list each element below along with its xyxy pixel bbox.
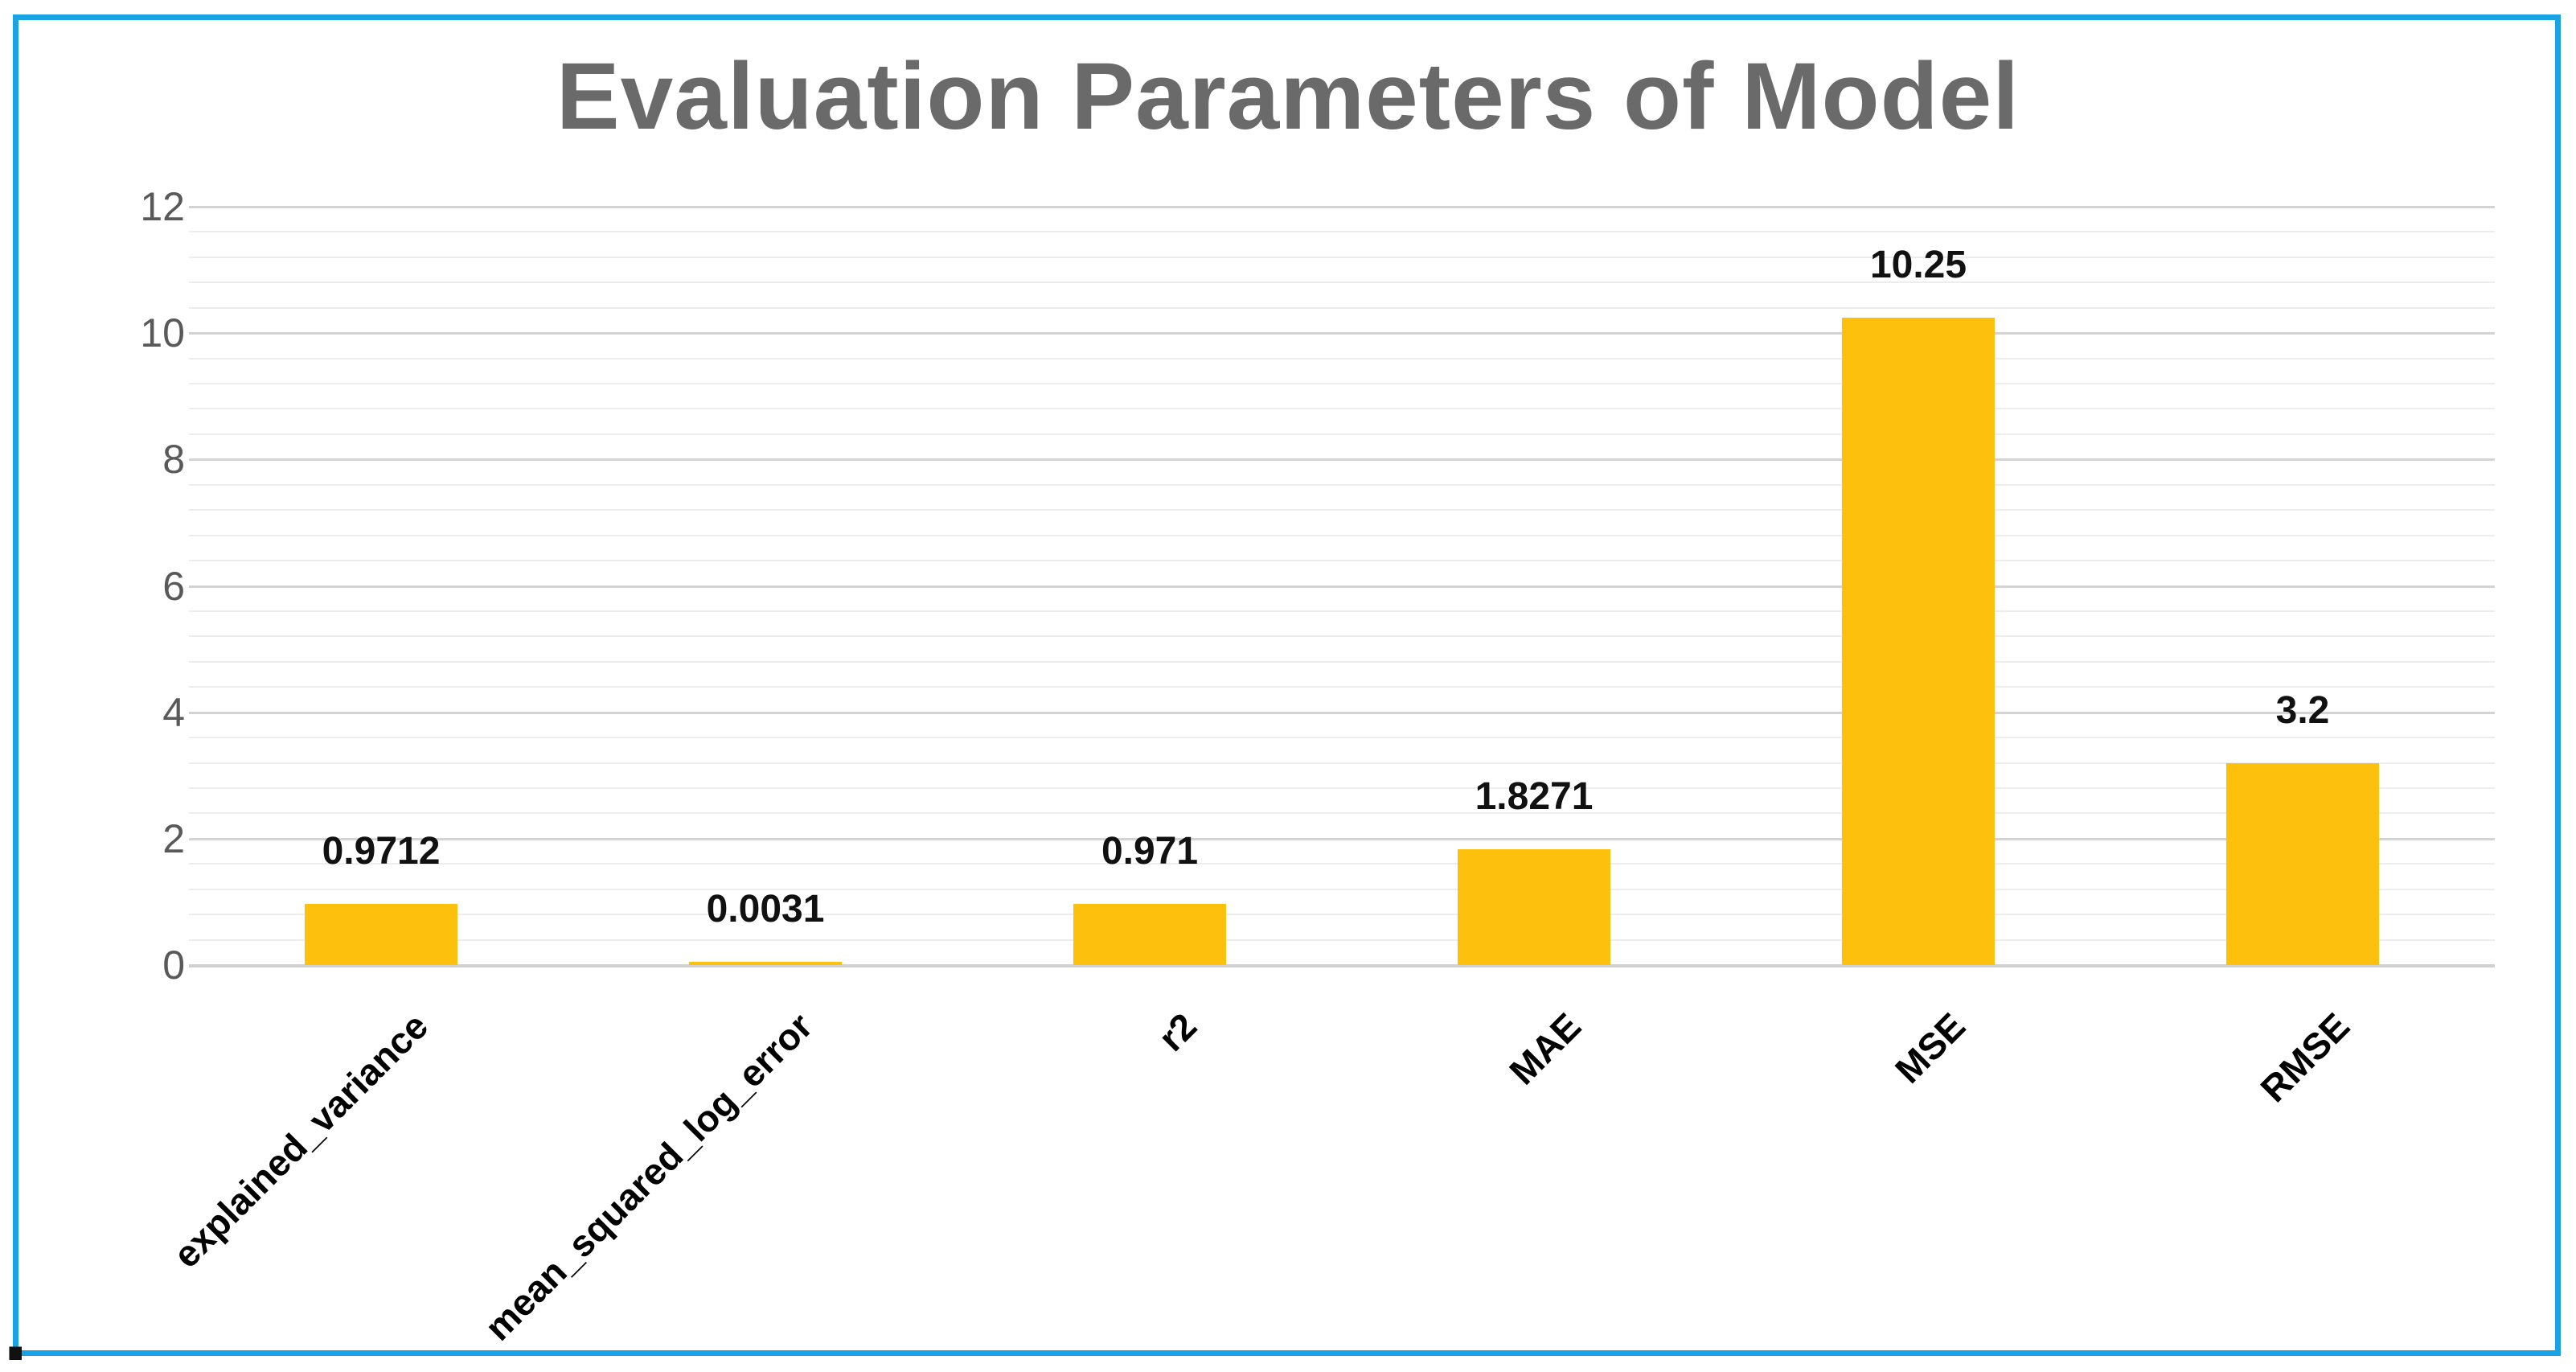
data-label-MSE: 10.25 <box>1869 244 1967 286</box>
minor-gridline <box>189 812 2495 815</box>
minor-gridline <box>189 888 2495 890</box>
minor-gridline <box>189 509 2495 511</box>
minor-gridline <box>189 231 2495 233</box>
minor-gridline <box>189 408 2495 410</box>
bar-explained_variance <box>305 904 457 965</box>
minor-gridline <box>189 737 2495 739</box>
minor-gridline <box>189 635 2495 638</box>
minor-gridline <box>189 787 2495 789</box>
y-tick-label-12: 12 <box>140 184 185 229</box>
chart-outer-border <box>13 14 2561 1356</box>
y-tick-label-10: 10 <box>140 310 185 356</box>
minor-gridline <box>189 686 2495 688</box>
minor-gridline <box>189 660 2495 663</box>
data-label-explained_variance: 0.9712 <box>322 830 441 873</box>
major-gridline <box>189 585 2495 588</box>
minor-gridline <box>189 383 2495 385</box>
minor-gridline <box>189 939 2495 941</box>
chart-title: Evaluation Parameters of Model <box>556 43 2020 150</box>
major-gridline <box>189 206 2495 208</box>
major-gridline <box>189 332 2495 335</box>
major-gridline <box>189 837 2495 840</box>
bar-r2 <box>1073 904 1226 965</box>
minor-gridline <box>189 863 2495 865</box>
major-gridline <box>189 458 2495 462</box>
minor-gridline <box>189 534 2495 536</box>
bar-MAE <box>1458 849 1610 965</box>
bar-MSE <box>1842 318 1995 965</box>
minor-gridline <box>189 762 2495 764</box>
bar-mean_squared_log_error <box>689 962 842 965</box>
minor-gridline <box>189 483 2495 486</box>
minor-gridline <box>189 560 2495 562</box>
y-tick-label-8: 8 <box>162 437 185 483</box>
minor-gridline <box>189 357 2495 359</box>
data-label-RMSE: 3.2 <box>2275 689 2330 732</box>
minor-gridline <box>189 914 2495 916</box>
y-tick-label-6: 6 <box>162 563 185 609</box>
minor-gridline <box>189 256 2495 258</box>
data-label-r2: 0.971 <box>1101 830 1199 873</box>
y-tick-label-0: 0 <box>162 943 185 988</box>
minor-gridline <box>189 306 2495 309</box>
plot-area <box>189 206 2495 967</box>
minor-gridline <box>189 281 2495 284</box>
y-tick-label-2: 2 <box>162 815 185 861</box>
data-label-mean_squared_log_error: 0.0031 <box>706 888 825 930</box>
bar-RMSE <box>2226 763 2379 965</box>
minor-gridline <box>189 433 2495 435</box>
minor-gridline <box>189 610 2495 612</box>
stray-period-mark: . <box>3 1280 28 1372</box>
data-label-MAE: 1.8271 <box>1475 775 1594 818</box>
major-gridline <box>189 711 2495 714</box>
x-axis-line <box>189 964 2495 967</box>
y-tick-label-4: 4 <box>162 689 185 735</box>
